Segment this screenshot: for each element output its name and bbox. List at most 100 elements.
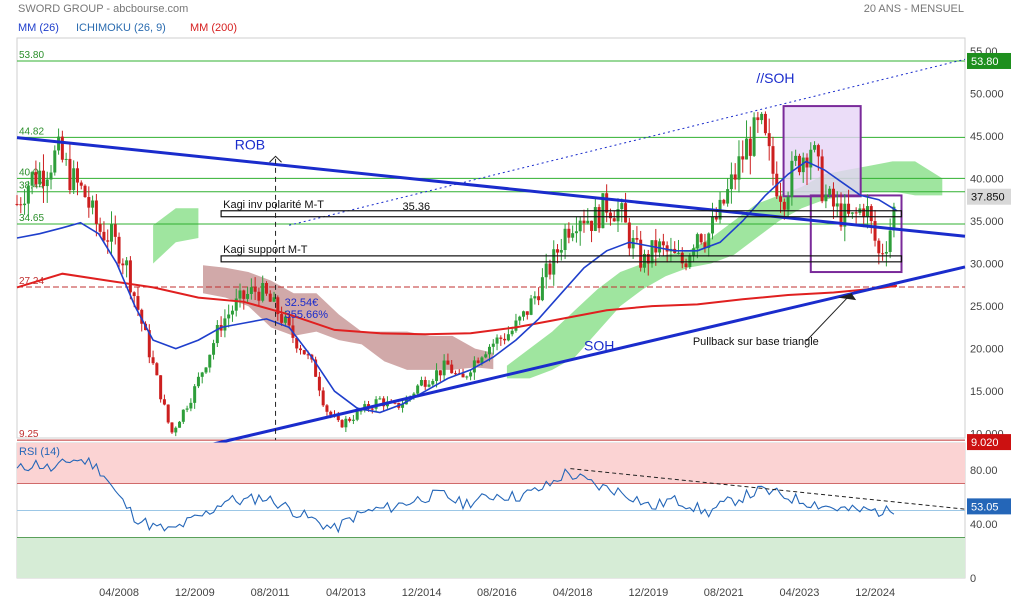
candle-body (234, 298, 238, 311)
candle-body (608, 212, 612, 219)
candle-body (703, 242, 707, 249)
trendline-1 (166, 265, 966, 457)
candle-body (15, 203, 19, 205)
candle-body (831, 188, 835, 207)
candle-body (181, 409, 185, 422)
x-tick-label-1: 12/2009 (175, 587, 215, 599)
candle-body (272, 297, 276, 302)
candle-body (548, 263, 552, 275)
candle-body (684, 263, 688, 268)
candle-body (38, 170, 42, 185)
candle-body (661, 241, 665, 246)
candle-body (102, 231, 106, 241)
candle-body (412, 393, 416, 397)
candle-body (132, 292, 136, 297)
candle-body (813, 145, 817, 150)
mm26-line (16, 160, 898, 414)
price-tick-label-8: 50.000 (970, 88, 1004, 100)
x-tick-label-2: 08/2011 (251, 587, 290, 599)
candle-body (699, 234, 703, 243)
candle-body (280, 314, 284, 323)
candle-body (230, 310, 234, 315)
candle-body (45, 179, 49, 187)
candle-body (68, 158, 72, 191)
candle-body (506, 334, 510, 341)
candle-body (261, 283, 265, 301)
legend-mm26: MM (26) (18, 22, 59, 34)
candle-body (514, 320, 518, 331)
candle-body (722, 199, 726, 204)
candle-body (472, 360, 476, 373)
candle-body (53, 150, 57, 173)
candle-body (635, 238, 639, 240)
candle-body (518, 316, 522, 321)
candle-body (26, 185, 30, 204)
candle-body (446, 360, 450, 365)
rsi-trendline (570, 468, 966, 510)
candle-body (151, 357, 155, 364)
candle-body (264, 283, 268, 294)
candle-body (873, 221, 877, 241)
candle-body (491, 343, 495, 347)
candle-body (170, 422, 174, 433)
candle-body (30, 172, 34, 186)
candle-body (23, 203, 27, 206)
kagi-zone-label-1: Kagi support M-T (223, 244, 308, 256)
candle-body (242, 290, 246, 299)
price-badge-2 (967, 434, 1011, 451)
candle-body (196, 376, 200, 387)
candle-body (616, 209, 620, 222)
candle-body (57, 136, 61, 151)
price-tick-label-3: 25.000 (970, 301, 1004, 313)
candle-body (544, 263, 548, 278)
candle-body (469, 372, 473, 377)
candle-body (839, 203, 843, 227)
candle-body (733, 174, 737, 180)
candle-body (212, 343, 216, 355)
trendline-2 (289, 58, 966, 226)
candle-body (321, 390, 325, 406)
candle-body (563, 228, 567, 251)
x-tick-label-6: 04/2018 (553, 587, 593, 599)
candle-body (117, 236, 121, 264)
annotation-5: Pullback sur base triangle (693, 336, 819, 348)
candle-body (283, 316, 287, 323)
rsi-badge-label: 53.05 (971, 501, 999, 513)
candle-body (193, 386, 197, 403)
candle-body (642, 254, 646, 268)
candle-body (268, 293, 272, 302)
candle-body (246, 293, 250, 299)
pullback-arrowhead (837, 293, 857, 301)
candle-body (317, 376, 321, 391)
candle-body (79, 182, 83, 186)
candle-body (556, 249, 560, 253)
candle-body (431, 381, 435, 385)
price-badge-label-0: 53.80 (971, 56, 999, 68)
candle-body (828, 188, 832, 195)
candle-body (344, 418, 348, 428)
candle-body (612, 218, 616, 222)
candle-body (359, 410, 363, 412)
candle-body (620, 203, 624, 210)
candle-body (121, 263, 125, 266)
candle-body (113, 224, 117, 237)
candle-body (487, 346, 491, 355)
candle-body (605, 193, 609, 213)
candle-body (238, 290, 242, 299)
candle-body (19, 204, 23, 206)
candle-body (884, 251, 888, 254)
candle-body (786, 196, 790, 210)
candle-body (582, 220, 586, 224)
candle-body (850, 212, 854, 214)
gain-marker-arrowhead (269, 155, 282, 163)
candle-body (200, 372, 204, 377)
candle-body (49, 172, 53, 180)
candle-body (559, 250, 563, 253)
candle-body (865, 206, 869, 218)
candle-body (64, 158, 68, 160)
kumo-bear (203, 265, 494, 370)
candle-body (423, 380, 427, 387)
kagi-zone-0 (220, 210, 903, 218)
candle-body (41, 170, 45, 187)
